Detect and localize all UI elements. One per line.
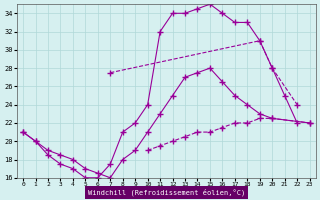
X-axis label: Windchill (Refroidissement éolien,°C): Windchill (Refroidissement éolien,°C) bbox=[88, 188, 245, 196]
